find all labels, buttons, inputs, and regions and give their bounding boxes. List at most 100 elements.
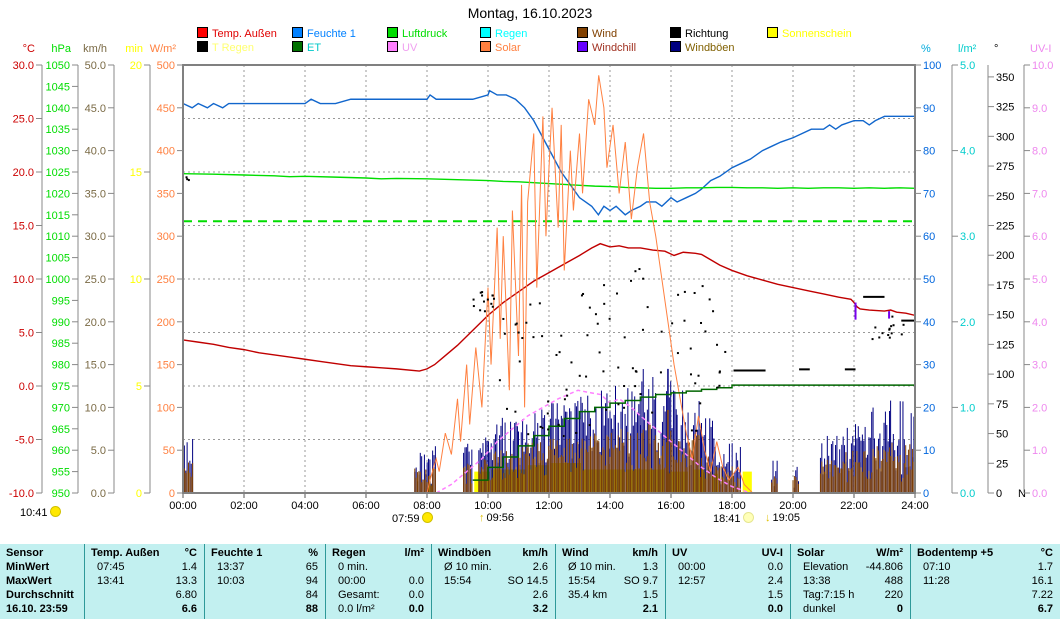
richtung-point	[699, 402, 702, 405]
richtung-point	[563, 398, 566, 401]
table-column-unit: %	[308, 547, 318, 559]
legend-item-windchill: Windchill	[577, 41, 637, 54]
richtung-point	[562, 435, 565, 438]
table-column-header: Windböen	[438, 547, 492, 559]
table-cell-value: 1.5	[767, 589, 783, 601]
axis-label-north: N	[1018, 488, 1026, 500]
tick-label-hpa: 1005	[46, 253, 70, 265]
richtung-point	[890, 325, 893, 328]
tick-label-temp: 25.0	[13, 114, 34, 126]
series-luftdruck	[182, 173, 916, 189]
legend-color-swatch	[670, 27, 681, 38]
tick-label-deg: 275	[996, 161, 1014, 173]
table-cell-time: Ø 10 min.	[444, 561, 492, 573]
table-column-header: Temp. Außen	[91, 547, 160, 559]
tick-label-hpa: 1020	[46, 188, 70, 200]
arrow-down-icon: ↓	[765, 512, 771, 524]
tick-label-pct: 20	[923, 402, 935, 414]
time-label: 00:00	[169, 500, 197, 512]
richtung-point	[888, 336, 891, 339]
legend-label: ET	[307, 42, 322, 54]
table-cell-value: 6.6	[181, 603, 197, 615]
richtung-point	[570, 361, 573, 364]
table-column-unit: km/h	[632, 547, 658, 559]
tick-label-wm2: 200	[157, 317, 175, 329]
richtung-point	[529, 303, 532, 306]
tick-label-deg: 0	[996, 488, 1002, 500]
table-cell-time: 10:03	[217, 575, 245, 587]
richtung-point	[693, 291, 696, 294]
sunrise-time: 07:59	[392, 513, 420, 525]
axis-header-deg: °	[994, 43, 998, 55]
richtung-point	[521, 337, 524, 340]
richtung-point	[697, 374, 700, 377]
legend-item-et: ET	[292, 41, 322, 54]
series-solar	[426, 75, 754, 494]
tick-label-temp: 20.0	[13, 167, 34, 179]
legend-label: Windchill	[592, 42, 637, 54]
richtung-point	[541, 426, 544, 429]
tick-label-hpa: 995	[52, 295, 70, 307]
table-column-header: UV	[672, 547, 688, 559]
richtung-point	[683, 319, 686, 322]
legend-label: Luftdruck	[402, 28, 448, 40]
richtung-point	[515, 322, 518, 325]
legend-item-feuchte-1: Feuchte 1	[292, 27, 356, 40]
tick-label-pct: 100	[923, 60, 941, 72]
table-cell-value: 0.0	[408, 589, 424, 601]
tick-label-hpa: 1040	[46, 103, 70, 115]
richtung-point	[185, 176, 188, 179]
richtung-point	[881, 332, 884, 335]
sunrise-sun-icon	[421, 512, 433, 523]
richtung-point	[712, 310, 715, 313]
richtung-point	[704, 330, 707, 333]
tick-label-uvi: 10.0	[1032, 60, 1053, 72]
tick-label-wm2: 450	[157, 103, 175, 115]
tick-label-temp: 0.0	[19, 381, 34, 393]
table-cell-value: 2.6	[532, 561, 548, 573]
table-column-unit: °C	[1040, 547, 1053, 559]
richtung-point	[634, 385, 637, 388]
time-label: 18:00	[718, 500, 746, 512]
table-cell-value: 6.80	[175, 589, 197, 601]
richtung-point	[634, 270, 637, 273]
series-et	[472, 384, 915, 481]
tick-label-lm2: 0.0	[960, 488, 975, 500]
tick-label-lm2: 2.0	[960, 317, 975, 329]
table-cell-value: 13.3	[175, 575, 197, 587]
table-cell-time	[666, 602, 678, 616]
tick-label-pct: 0	[923, 488, 929, 500]
richtung-point	[631, 367, 634, 370]
table-column-sensor: Sensor MinWert MaxWert Durchschnitt 16.10. 2…	[0, 544, 84, 619]
set2-time: 19:05	[772, 512, 801, 524]
richtung-point	[690, 429, 693, 432]
table-cell-time	[911, 588, 923, 602]
table-cell-value: SO 14.5	[507, 575, 548, 587]
tick-label-deg: 200	[996, 250, 1014, 262]
richtung-point	[708, 298, 711, 301]
legend-item-wind: Wind	[577, 27, 617, 40]
table-row-label: MaxWert	[6, 575, 52, 587]
richtung-point	[676, 352, 679, 355]
legend-color-swatch	[480, 27, 491, 38]
richtung-point	[514, 323, 517, 326]
richtung-point	[642, 277, 645, 280]
table-cell-value: 84	[305, 589, 318, 601]
richtung-point	[630, 279, 633, 282]
series-uv	[435, 389, 751, 494]
richtung-point	[517, 331, 520, 334]
tick-label-wm2: 150	[157, 360, 175, 372]
legend-color-swatch	[292, 27, 303, 38]
richtung-point	[616, 292, 619, 295]
tick-label-hpa: 955	[52, 467, 70, 479]
richtung-point	[900, 333, 903, 336]
tick-label-kmh: 0.0	[91, 488, 106, 500]
richtung-point	[527, 433, 530, 436]
tick-label-wm2: 300	[157, 231, 175, 243]
table-cell-value: 0	[896, 603, 903, 615]
table-column-wind: Wind km/h Ø 10 min. 1.3 15:54 SO 9.7 35.4 km 1.…	[555, 544, 666, 619]
richtung-point	[482, 300, 485, 303]
table-cell-time: 13:38	[803, 575, 831, 587]
tick-label-pct: 90	[923, 103, 935, 115]
